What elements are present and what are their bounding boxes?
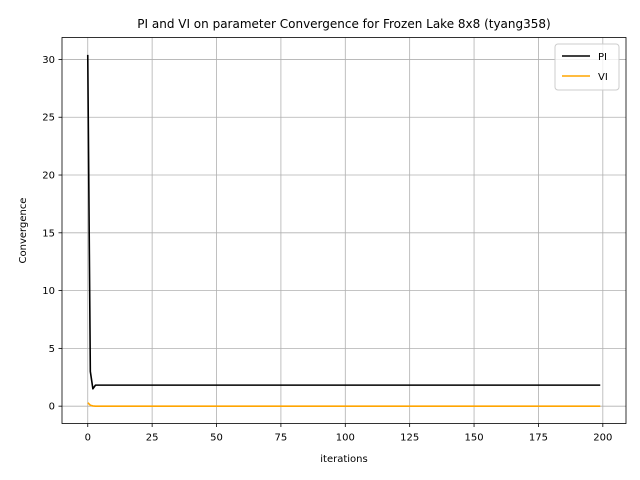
- series-line-pi: [86, 54, 601, 390]
- x-tick-label: 100: [336, 433, 355, 444]
- legend-label-vi: VI: [598, 72, 608, 83]
- x-tick-label: 175: [529, 433, 548, 444]
- x-tick-label: 200: [593, 433, 612, 444]
- x-tick-label: 25: [146, 433, 159, 444]
- x-tick-label: 75: [275, 433, 288, 444]
- series-line-vi: [87, 402, 601, 407]
- x-axis-label: iterations: [320, 454, 367, 465]
- chart-title: PI and VI on parameter Convergence for F…: [137, 17, 550, 31]
- y-tick-label: 25: [42, 113, 55, 124]
- y-axis-ticks: 0 5 10 15 20 25 30: [42, 55, 62, 413]
- x-tick-label: 50: [210, 433, 223, 444]
- x-tick-label: 0: [85, 433, 91, 444]
- legend-label-pi: PI: [598, 52, 607, 63]
- plot-frame: [61, 37, 627, 424]
- x-axis-ticks: 0 25 50 75 100 125 150 175 200: [85, 423, 612, 444]
- grid: [62, 37, 626, 424]
- y-tick-label: 20: [42, 171, 55, 182]
- x-tick-label: 150: [465, 433, 484, 444]
- y-axis-label: Convergence: [18, 198, 29, 264]
- legend: PI VI: [554, 43, 620, 91]
- y-tick-label: 10: [42, 286, 55, 297]
- y-tick-label: 5: [49, 344, 55, 355]
- y-tick-label: 30: [42, 55, 55, 66]
- y-tick-label: 15: [42, 228, 55, 239]
- plot-lines: [86, 54, 601, 407]
- y-tick-label: 0: [49, 402, 55, 413]
- legend-box: [554, 43, 620, 91]
- x-tick-label: 125: [400, 433, 419, 444]
